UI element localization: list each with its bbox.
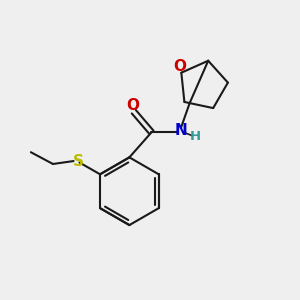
Text: O: O xyxy=(126,98,139,113)
Text: S: S xyxy=(73,154,83,169)
Text: N: N xyxy=(175,123,187,138)
Text: O: O xyxy=(173,59,186,74)
Text: H: H xyxy=(190,130,201,143)
